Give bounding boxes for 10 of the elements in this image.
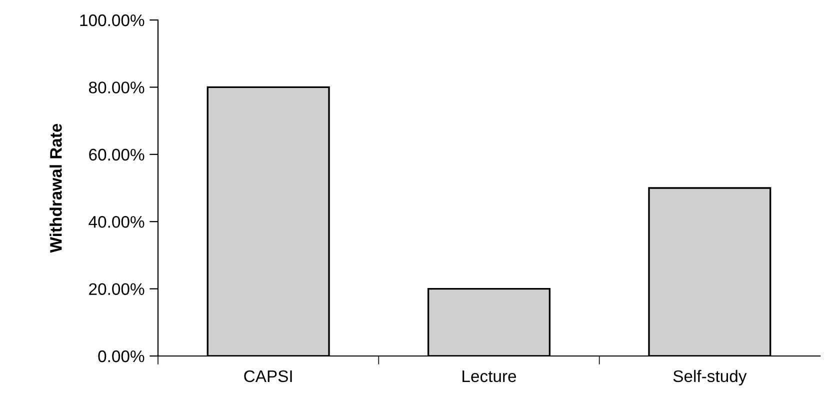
y-tick-label: 20.00% — [89, 283, 144, 296]
y-tick-label: 60.00% — [89, 148, 144, 161]
y-tick-label: 0.00% — [98, 350, 144, 362]
x-tick-label: CAPSI — [244, 370, 292, 382]
y-tick-label: 40.00% — [88, 216, 144, 228]
x-tick-label: Lecture — [462, 370, 516, 382]
y-tick-label: 100.00% — [80, 14, 144, 26]
y-tick-label: 80.00% — [89, 82, 144, 94]
x-tick-label: Self-study — [673, 370, 747, 386]
y-axis-title: Withdrawal Rate — [50, 124, 62, 253]
